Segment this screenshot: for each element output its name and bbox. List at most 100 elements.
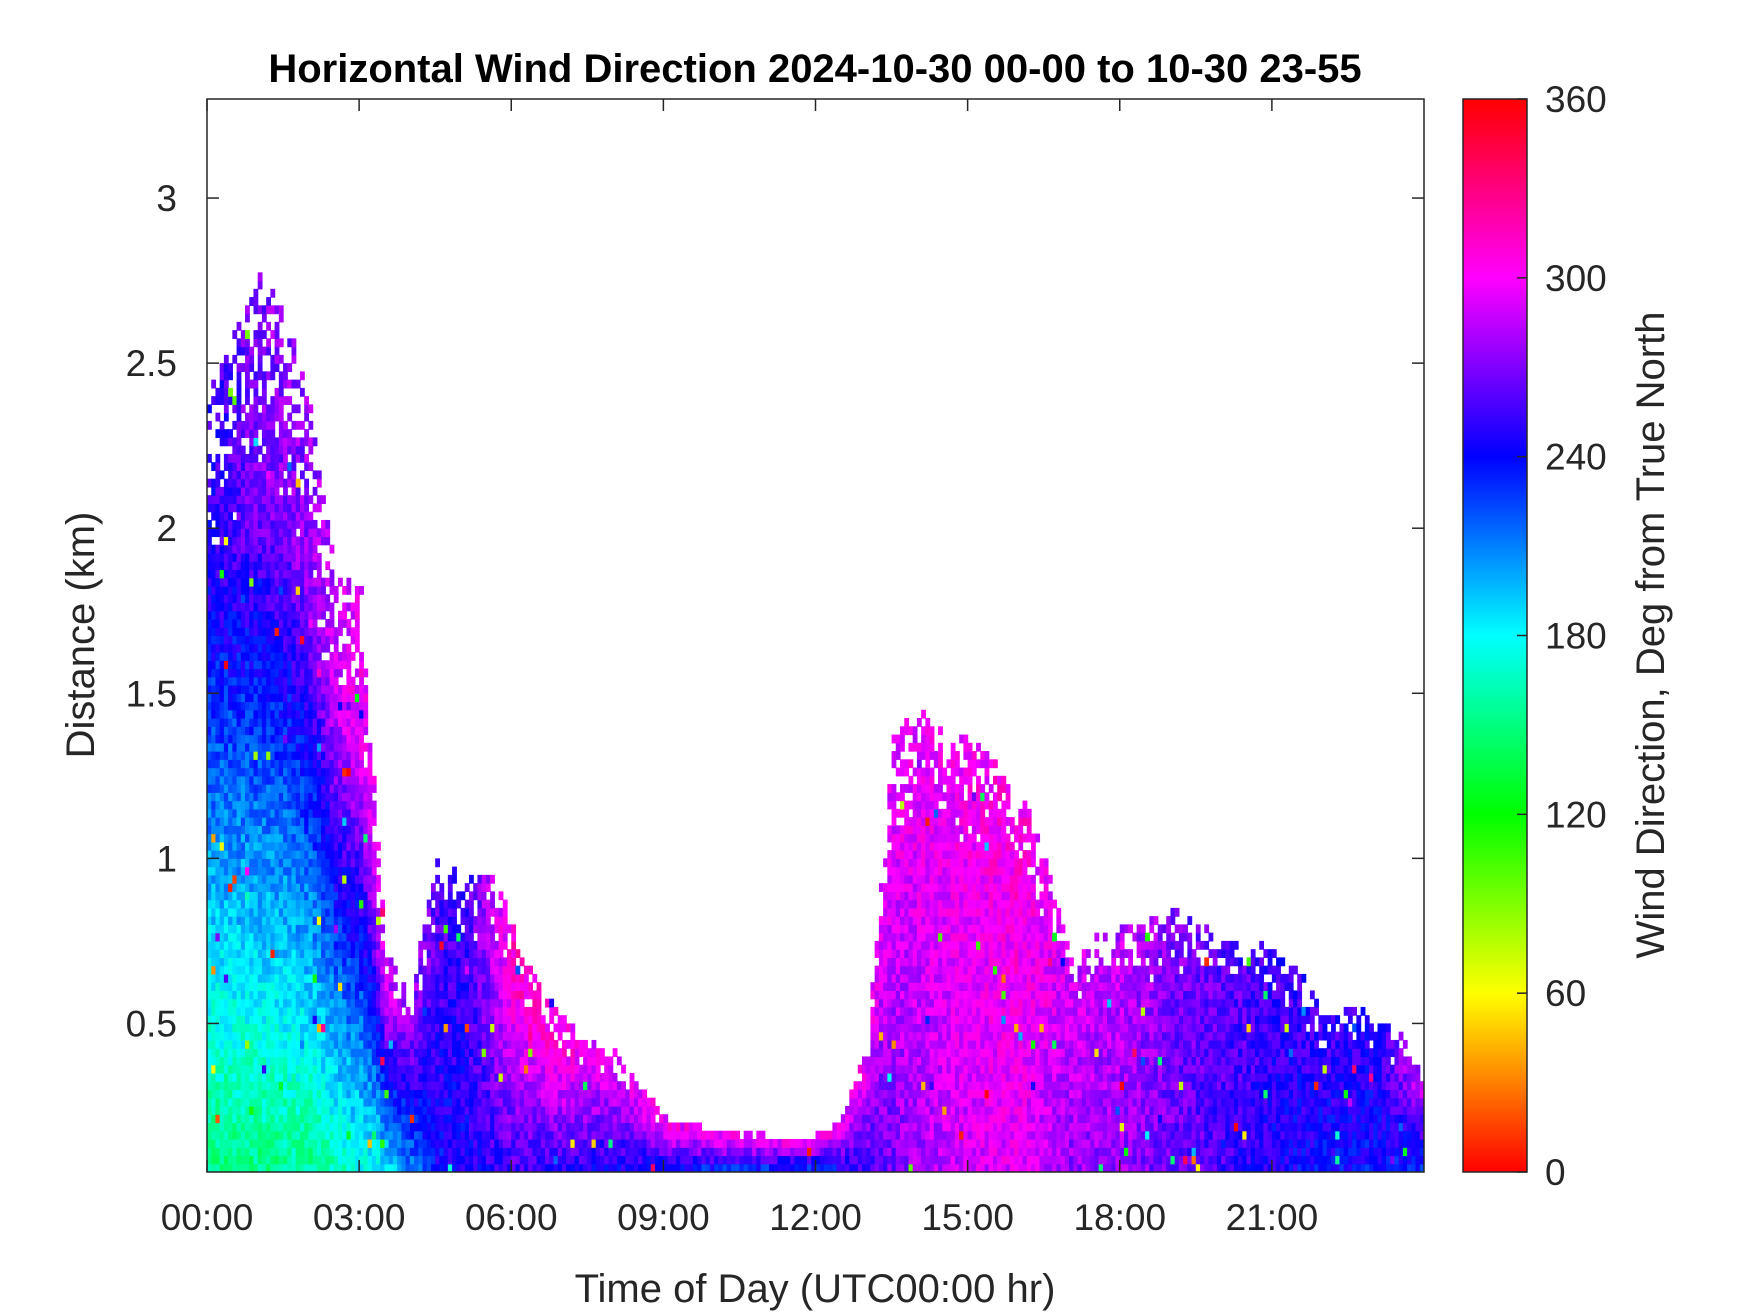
heatmap-cell (257, 1023, 263, 1033)
heatmap-cell (283, 1031, 288, 1041)
heatmap-cell (409, 1056, 415, 1066)
heatmap-cell (266, 1138, 271, 1148)
heatmap-cell (359, 1147, 364, 1157)
heatmap-cell (270, 676, 276, 686)
heatmap-cell (599, 1048, 605, 1058)
heatmap-cell (287, 1122, 293, 1132)
heatmap-cell (380, 957, 386, 967)
heatmap-cell (304, 1147, 310, 1157)
heatmap-cell (338, 874, 343, 884)
heatmap-cell (240, 685, 246, 694)
heatmap-cell (219, 420, 225, 430)
heatmap-cell (380, 1056, 386, 1066)
heatmap-cell (228, 363, 233, 372)
heatmap-cell (490, 957, 495, 967)
heatmap-cell (240, 841, 246, 851)
heatmap-cell (299, 453, 305, 463)
heatmap-cell (477, 1089, 483, 1099)
heatmap-cell (485, 1072, 491, 1082)
heatmap-cell (270, 371, 276, 381)
heatmap-cell (367, 1147, 373, 1157)
heatmap-cell (308, 445, 314, 455)
heatmap-cell (333, 660, 339, 670)
heatmap-cell (270, 445, 276, 455)
heatmap-cell (566, 1163, 572, 1172)
heatmap-cell (215, 883, 221, 892)
heatmap-cell (236, 899, 242, 909)
heatmap-cell (291, 850, 297, 859)
heatmap-cell (316, 1039, 322, 1049)
heatmap-cell (304, 883, 310, 892)
heatmap-cell (321, 1114, 326, 1124)
heatmap-cell (278, 742, 284, 752)
heatmap-cell (511, 1015, 517, 1025)
heatmap-cell (223, 858, 229, 868)
heatmap-cell (367, 874, 373, 884)
heatmap-cell (223, 1048, 229, 1058)
heatmap-cell (274, 511, 280, 521)
heatmap-cell (485, 1105, 491, 1115)
heatmap-cell (570, 1105, 576, 1115)
heatmap-cell (312, 833, 318, 843)
heatmap-cell (261, 371, 267, 381)
heatmap-cell (232, 503, 238, 513)
heatmap-cell (312, 1105, 318, 1115)
heatmap-cell (283, 1147, 288, 1157)
heatmap-cell (325, 998, 331, 1008)
heatmap-cell (207, 585, 212, 595)
heatmap-cell (625, 1089, 631, 1099)
heatmap-cell (287, 726, 293, 736)
heatmap-cell (354, 1056, 360, 1066)
heatmap-cell (367, 1163, 373, 1172)
heatmap-cell (219, 1163, 225, 1172)
heatmap-cell (481, 1023, 487, 1033)
heatmap-cell (519, 973, 525, 983)
heatmap-cell (304, 1097, 310, 1107)
heatmap-cell (629, 1105, 635, 1115)
heatmap-cell (481, 899, 487, 909)
heatmap-cell (215, 833, 221, 843)
heatmap-cell (236, 800, 242, 810)
heatmap-cell (232, 949, 238, 958)
heatmap-cell (338, 998, 343, 1008)
heatmap-cell (426, 1089, 432, 1099)
heatmap-cell (211, 1072, 217, 1082)
heatmap-cell (299, 544, 305, 554)
heatmap-cell (540, 1072, 546, 1082)
heatmap-cell (456, 891, 462, 901)
heatmap-cell (473, 1122, 479, 1132)
heatmap-cell (464, 1015, 470, 1025)
heatmap-cell (236, 627, 242, 637)
heatmap-cell (354, 899, 360, 909)
heatmap-cell (215, 1122, 221, 1132)
heatmap-cell (325, 775, 331, 785)
heatmap-cell (367, 858, 373, 868)
heatmap-cell (228, 1138, 233, 1148)
heatmap-cell (236, 519, 242, 529)
heatmap-cell (659, 1155, 664, 1165)
heatmap-cell (671, 1138, 677, 1148)
heatmap-cell (536, 990, 542, 1000)
heatmap-cell (502, 1130, 508, 1140)
heatmap-cell (283, 1155, 288, 1165)
heatmap-cell (274, 1089, 280, 1099)
heatmap-cell (515, 949, 521, 958)
heatmap-cell (223, 486, 229, 496)
heatmap-cell (426, 924, 432, 934)
heatmap-cell (283, 445, 288, 455)
heatmap-cell (342, 734, 348, 744)
heatmap-cell (261, 1163, 267, 1172)
heatmap-cell (574, 1089, 580, 1099)
heatmap-cell (245, 990, 250, 1000)
heatmap-cell (388, 1064, 394, 1074)
heatmap-cell (274, 330, 280, 339)
heatmap-cell (566, 1138, 572, 1148)
heatmap-cell (228, 627, 233, 637)
heatmap-cell (232, 1155, 238, 1165)
heatmap-cell (523, 1138, 529, 1148)
heatmap-cell (308, 1122, 314, 1132)
heatmap-cell (257, 833, 263, 843)
heatmap-cell (232, 932, 238, 942)
heatmap-cell (283, 808, 288, 818)
heatmap-cell (219, 693, 225, 703)
